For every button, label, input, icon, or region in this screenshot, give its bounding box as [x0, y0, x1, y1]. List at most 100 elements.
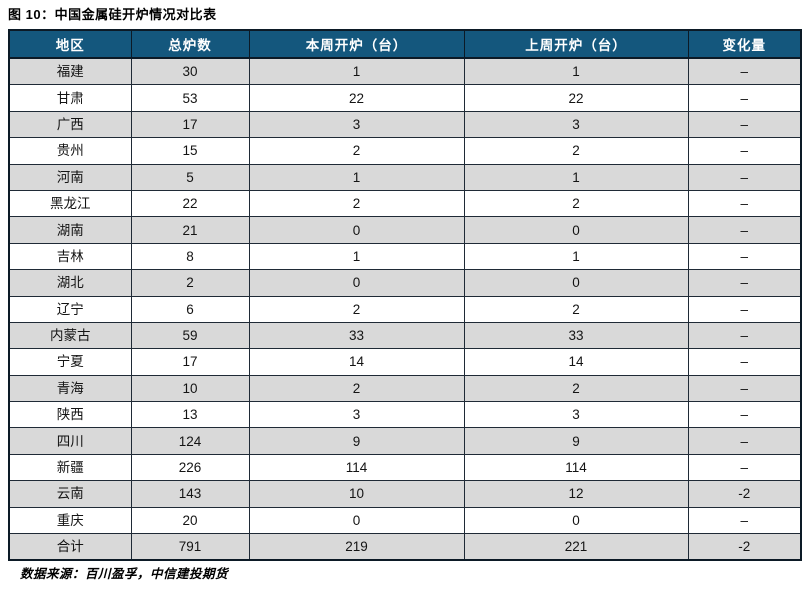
region-cell: 湖北 — [8, 269, 132, 297]
value-cell: 53 — [130, 84, 250, 112]
value-cell: – — [687, 374, 802, 403]
value-cell: 3 — [463, 110, 689, 139]
value-cell: – — [687, 163, 802, 191]
figure-title: 图 10：中国金属硅开炉情况对比表 — [8, 7, 217, 22]
value-cell: 226 — [130, 453, 250, 482]
value-cell: 3 — [248, 110, 465, 139]
value-cell: 2 — [248, 374, 465, 403]
value-cell: 22 — [463, 84, 689, 112]
value-cell: – — [687, 137, 802, 165]
value-cell: -2 — [687, 480, 802, 508]
region-cell: 云南 — [8, 480, 132, 508]
value-cell: 21 — [130, 216, 250, 244]
value-cell: – — [687, 427, 802, 455]
value-cell: 1 — [248, 57, 465, 86]
table-row: 内蒙古 59 33 33– — [8, 321, 802, 350]
region-cell: 广西 — [8, 110, 132, 139]
value-cell: -2 — [687, 533, 802, 561]
furnace-comparison-table: 地区 总炉数 本周开炉（台） 上周开炉（台） 变化量 福建 30 1 1– 甘肃 53 22 22– 广… — [8, 29, 802, 562]
table-row: 黑龙江 22 2 2– — [8, 189, 802, 218]
value-cell: 2 — [130, 269, 250, 297]
value-cell: – — [687, 110, 802, 139]
column-header-1: 总炉数 — [130, 29, 250, 59]
value-cell: 20 — [130, 506, 250, 535]
value-cell: – — [687, 453, 802, 482]
value-cell: 0 — [248, 216, 465, 244]
region-cell: 内蒙古 — [8, 321, 132, 350]
value-cell: 2 — [248, 137, 465, 165]
value-cell: 6 — [130, 295, 250, 323]
data-source-note: 数据来源：百川盈孚，中信建投期货 — [20, 567, 229, 581]
table-row: 甘肃 53 22 22– — [8, 84, 802, 112]
value-cell: 9 — [248, 427, 465, 455]
column-header-0: 地区 — [8, 29, 132, 59]
total-row: 合计 791 219 221 -2 — [8, 533, 802, 561]
value-cell: 5 — [130, 163, 250, 191]
table-row: 辽宁 6 2 2– — [8, 295, 802, 323]
value-cell: 15 — [130, 137, 250, 165]
table-row: 湖北 2 0 0– — [8, 269, 802, 297]
value-cell: – — [687, 189, 802, 218]
value-cell: 2 — [463, 189, 689, 218]
region-cell: 吉林 — [8, 242, 132, 271]
value-cell: 13 — [130, 401, 250, 429]
header-row: 地区 总炉数 本周开炉（台） 上周开炉（台） 变化量 — [8, 29, 802, 59]
value-cell: – — [687, 57, 802, 86]
value-cell: 2 — [463, 374, 689, 403]
value-cell: – — [687, 321, 802, 350]
value-cell: 14 — [248, 348, 465, 376]
value-cell: 3 — [463, 401, 689, 429]
table-row: 河南 5 1 1– — [8, 163, 802, 191]
value-cell: 1 — [248, 242, 465, 271]
value-cell: 0 — [463, 216, 689, 244]
region-cell: 黑龙江 — [8, 189, 132, 218]
value-cell: – — [687, 216, 802, 244]
table-row: 重庆 20 0 0– — [8, 506, 802, 535]
value-cell: – — [687, 348, 802, 376]
value-cell: – — [687, 242, 802, 271]
value-cell: 2 — [248, 189, 465, 218]
region-cell: 湖南 — [8, 216, 132, 244]
value-cell: – — [687, 84, 802, 112]
value-cell: 1 — [463, 242, 689, 271]
region-cell: 重庆 — [8, 506, 132, 535]
value-cell: 791 — [130, 533, 250, 561]
value-cell: 1 — [463, 57, 689, 86]
table-body: 福建 30 1 1– 甘肃 53 22 22– 广西 17 3 3– 贵州 15 2 2– 河南 5 1 1– 黑龙江 2… — [8, 57, 802, 561]
column-header-3: 上周开炉（台） — [463, 29, 689, 59]
region-cell: 甘肃 — [8, 84, 132, 112]
region-cell: 福建 — [8, 57, 132, 86]
value-cell: 30 — [130, 57, 250, 86]
table-row: 广西 17 3 3– — [8, 110, 802, 139]
region-cell: 辽宁 — [8, 295, 132, 323]
region-cell: 宁夏 — [8, 348, 132, 376]
value-cell: 17 — [130, 348, 250, 376]
value-cell: 14 — [463, 348, 689, 376]
table-row: 贵州 15 2 2– — [8, 137, 802, 165]
value-cell: 0 — [463, 506, 689, 535]
value-cell: 10 — [248, 480, 465, 508]
value-cell: 124 — [130, 427, 250, 455]
table-header: 地区 总炉数 本周开炉（台） 上周开炉（台） 变化量 — [8, 29, 802, 59]
table-row: 宁夏 17 14 14– — [8, 348, 802, 376]
value-cell: 33 — [248, 321, 465, 350]
value-cell: 2 — [248, 295, 465, 323]
value-cell: 0 — [463, 269, 689, 297]
table-row: 湖南 21 0 0– — [8, 216, 802, 244]
value-cell: 219 — [248, 533, 465, 561]
value-cell: 0 — [248, 269, 465, 297]
table-row: 四川 124 9 9– — [8, 427, 802, 455]
value-cell: 33 — [463, 321, 689, 350]
value-cell: 8 — [130, 242, 250, 271]
value-cell: 143 — [130, 480, 250, 508]
table-row: 云南 143 10 12 -2 — [8, 480, 802, 508]
table-row: 新疆 226 114 114– — [8, 453, 802, 482]
region-cell: 青海 — [8, 374, 132, 403]
column-header-2: 本周开炉（台） — [248, 29, 465, 59]
region-cell: 河南 — [8, 163, 132, 191]
table-row: 福建 30 1 1– — [8, 57, 802, 86]
value-cell: 59 — [130, 321, 250, 350]
value-cell: 9 — [463, 427, 689, 455]
value-cell: – — [687, 506, 802, 535]
